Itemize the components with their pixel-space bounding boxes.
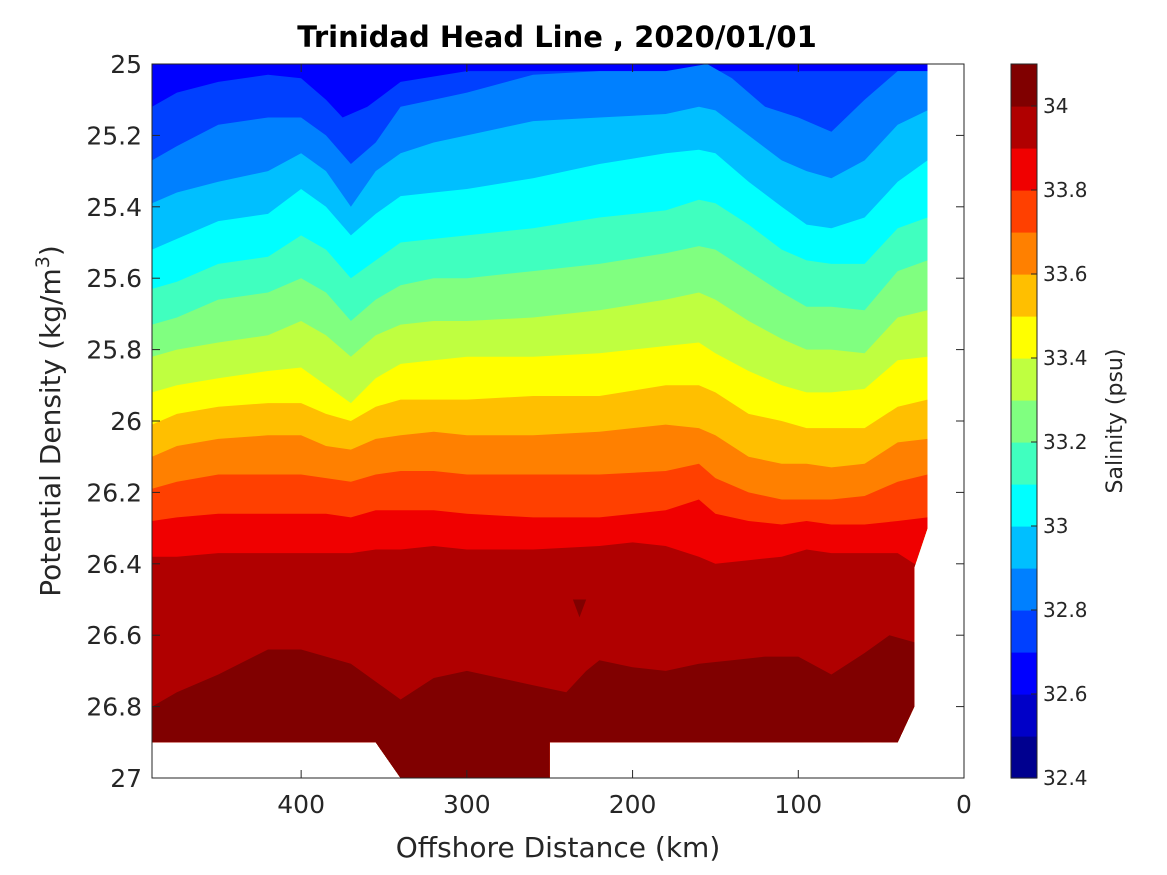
- x-tick-label: 100: [774, 790, 822, 819]
- colorbar: 32.4 32.6 32.8 33 33.2 33.4 33.6 33.8 34: [1010, 63, 1088, 790]
- y-axis: 25 25.2 25.4 25.6 25.8 26 26.2 26.4 26.6 26.8 27: [86, 50, 964, 793]
- colorbar-segment: [1011, 736, 1037, 779]
- colorbar-segment: [1011, 568, 1037, 611]
- y-tick-label: 25.2: [86, 121, 142, 150]
- x-tick-label: 300: [443, 790, 491, 819]
- colorbar-segment: [1011, 64, 1037, 107]
- x-tick-label: 200: [609, 790, 657, 819]
- chart-title: Trinidad Head Line , 2020/01/01: [297, 20, 817, 54]
- colorbar-tick-label: 33: [1043, 514, 1068, 538]
- y-axis-label-main: Potential Density (kg/m: [34, 268, 67, 597]
- colorbar-segment: [1011, 484, 1037, 527]
- colorbar-label: Salinity (psu): [1103, 349, 1128, 494]
- contour-pocket: [572, 599, 587, 618]
- y-tick-label: 26.6: [86, 621, 142, 650]
- x-axis: 400 300 200 100 0: [277, 64, 972, 819]
- colorbar-segment: [1011, 106, 1037, 149]
- colorbar-frame: [1010, 63, 1038, 779]
- y-axis-label: Potential Density (kg/m3): [32, 245, 67, 597]
- y-axis-label-superscript: 3: [32, 256, 54, 268]
- colorbar-segment: [1011, 148, 1037, 191]
- x-tick-label: 0: [956, 790, 972, 819]
- colorbar-segment: [1011, 190, 1037, 233]
- colorbar-tick-label: 33.4: [1043, 346, 1088, 370]
- y-tick-label: 27: [110, 764, 142, 793]
- colorbar-tick-label: 33.2: [1043, 430, 1088, 454]
- colorbar-segment: [1011, 358, 1037, 401]
- contour-band-34.1: [375, 738, 550, 778]
- y-tick-label: 25.6: [86, 264, 142, 293]
- colorbar-segment: [1011, 442, 1037, 485]
- plot-area: [152, 64, 964, 778]
- y-tick-label: 26.8: [86, 693, 142, 722]
- y-tick-label: 25: [110, 50, 142, 79]
- y-tick-label: 25.8: [86, 336, 142, 365]
- y-tick-label: 26.2: [86, 478, 142, 507]
- colorbar-segment: [1011, 232, 1037, 275]
- colorbar-tick-label: 32.8: [1043, 598, 1088, 622]
- y-tick-label: 26: [110, 407, 142, 436]
- colorbar-segment: [1011, 610, 1037, 653]
- y-axis-label-close: ): [34, 245, 67, 256]
- x-tick-label: 400: [277, 790, 325, 819]
- colorbar-segment: [1011, 652, 1037, 695]
- contour-fills: [152, 64, 928, 778]
- colorbar-tick-label: 32.6: [1043, 682, 1088, 706]
- colorbar-segment: [1011, 400, 1037, 443]
- y-tick-label: 26.4: [86, 550, 142, 579]
- colorbar-tick-label: 33.6: [1043, 262, 1088, 286]
- contour-pocket-corner: [881, 724, 911, 743]
- colorbar-tick-label: 32.4: [1043, 766, 1088, 790]
- x-axis-label: Offshore Distance (km): [396, 831, 721, 864]
- colorbar-tick-label: 34: [1043, 94, 1068, 118]
- colorbar-segment: [1011, 274, 1037, 317]
- colorbar-segment: [1011, 694, 1037, 737]
- colorbar-segment: [1011, 526, 1037, 569]
- colorbar-segment: [1011, 316, 1037, 359]
- y-tick-label: 25.4: [86, 193, 142, 222]
- contour-pocket-deep: [732, 735, 865, 743]
- colorbar-tick-label: 33.8: [1043, 178, 1088, 202]
